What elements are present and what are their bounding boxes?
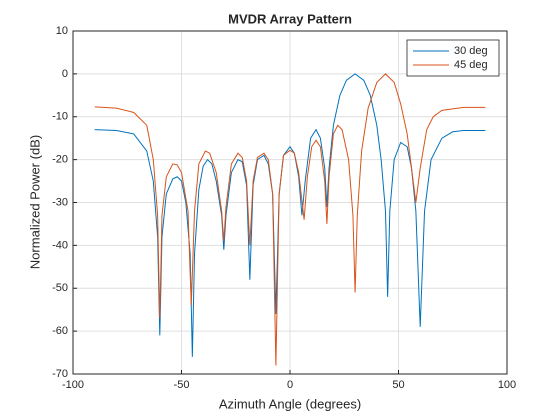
y-tick-label: -20 bbox=[52, 154, 68, 166]
y-tick-label: -30 bbox=[52, 196, 68, 208]
x-tick-label: 50 bbox=[392, 379, 404, 391]
series-line bbox=[94, 73, 486, 366]
y-tick-label: -60 bbox=[52, 325, 68, 337]
x-axis-label: Azimuth Angle (degrees) bbox=[219, 396, 361, 411]
x-tick-label: 0 bbox=[287, 379, 293, 391]
y-tick-label: -40 bbox=[52, 239, 68, 251]
y-tick-label: -70 bbox=[52, 368, 68, 380]
plot-frame bbox=[72, 30, 508, 375]
x-tick-label: -100 bbox=[62, 379, 84, 391]
legend-box bbox=[406, 39, 500, 77]
legend: 30 deg 45 deg bbox=[406, 39, 500, 77]
y-tick-label: -10 bbox=[52, 111, 68, 123]
y-tick-label: 10 bbox=[56, 25, 68, 37]
x-tick-label: -50 bbox=[174, 379, 190, 391]
chart-title: MVDR Array Pattern bbox=[228, 11, 352, 26]
legend-label: 30 deg bbox=[454, 45, 488, 57]
x-tick-label: 100 bbox=[498, 379, 516, 391]
y-axis-label: Normalized Power (dB) bbox=[27, 135, 42, 269]
legend-label: 45 deg bbox=[454, 59, 488, 71]
y-tick-label: -50 bbox=[52, 282, 68, 294]
y-tick-label: 0 bbox=[62, 68, 68, 80]
